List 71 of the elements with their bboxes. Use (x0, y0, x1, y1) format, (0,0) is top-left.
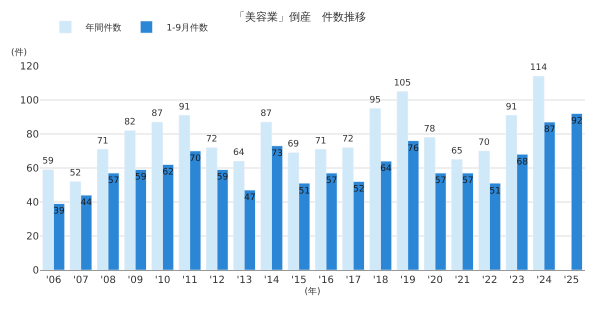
x-tick-label: '21 (454, 275, 470, 286)
data-label: 47 (244, 193, 256, 204)
data-label: 59 (216, 172, 228, 183)
x-tick-label: '19 (400, 275, 416, 286)
y-axis-title: (件) (11, 47, 28, 58)
data-label: 70 (478, 138, 490, 148)
data-label: 73 (271, 148, 283, 159)
data-label: 68 (516, 157, 528, 168)
x-tick-label: '15 (291, 275, 307, 286)
x-tick-label: '20 (427, 275, 443, 286)
data-label: 51 (489, 186, 501, 196)
x-tick-label: '11 (182, 275, 198, 286)
x-tick-label: '16 (318, 275, 334, 286)
data-label: 57 (434, 176, 446, 186)
y-tick-label: 80 (26, 130, 39, 140)
data-label: 87 (151, 109, 163, 120)
y-tick-label: 0 (32, 266, 39, 276)
legend-label: 1-9月件数 (166, 22, 208, 34)
x-tick-label: '10 (154, 275, 170, 286)
x-tick-label: '22 (482, 275, 498, 286)
data-label: 105 (394, 78, 412, 88)
x-tick-label: '25 (564, 275, 580, 286)
data-label: 51 (298, 186, 310, 196)
y-tick-label: 60 (26, 164, 39, 174)
data-label: 57 (108, 176, 120, 186)
x-tick-label: '14 (264, 275, 280, 286)
y-tick-label: 40 (26, 198, 39, 208)
data-label: 114 (530, 63, 548, 74)
y-tick-label: 120 (20, 62, 39, 72)
data-label: 64 (233, 148, 245, 158)
legend-label: 年間件数 (85, 22, 122, 34)
data-label: 52 (353, 184, 365, 195)
data-label: 52 (70, 168, 82, 179)
data-label: 44 (80, 198, 92, 208)
y-tick-label: 100 (20, 96, 39, 106)
data-label: 65 (451, 146, 463, 156)
chart-title: 「美容業」倒産 件数推移 (234, 10, 366, 24)
data-label: 59 (42, 156, 54, 167)
data-label: 69 (288, 140, 300, 150)
data-label: 72 (342, 134, 354, 145)
data-label: 59 (134, 172, 147, 183)
x-tick-label: '23 (509, 275, 525, 286)
data-label: 39 (53, 206, 65, 217)
x-tick-label: '18 (372, 275, 388, 286)
data-label: 78 (424, 124, 436, 134)
bar (571, 113, 583, 270)
x-tick-label: '17 (346, 275, 362, 286)
data-label: 76 (407, 144, 420, 154)
data-label: 72 (206, 134, 218, 145)
data-label: 71 (314, 136, 326, 146)
x-tick-label: '12 (209, 275, 225, 286)
x-tick-label: '13 (236, 275, 252, 286)
y-tick-label: 20 (26, 232, 39, 242)
x-tick-label: '24 (536, 275, 552, 286)
data-label: 87 (544, 125, 556, 136)
x-tick-label: '09 (128, 275, 144, 286)
x-tick-label: '07 (73, 275, 89, 286)
data-label: 87 (260, 109, 272, 120)
data-label: 71 (96, 136, 108, 146)
x-tick-label: '08 (100, 275, 116, 286)
data-label: 62 (162, 168, 174, 178)
data-label: 91 (178, 102, 190, 112)
data-label: 57 (462, 176, 474, 186)
data-label: 95 (369, 96, 381, 106)
x-tick-label: '06 (46, 275, 62, 286)
data-label: 70 (189, 154, 202, 164)
data-label: 57 (326, 176, 338, 186)
data-label: 91 (506, 102, 518, 112)
data-label: 92 (571, 116, 583, 127)
data-label: 82 (124, 118, 136, 128)
x-axis-title: (年) (304, 286, 321, 297)
